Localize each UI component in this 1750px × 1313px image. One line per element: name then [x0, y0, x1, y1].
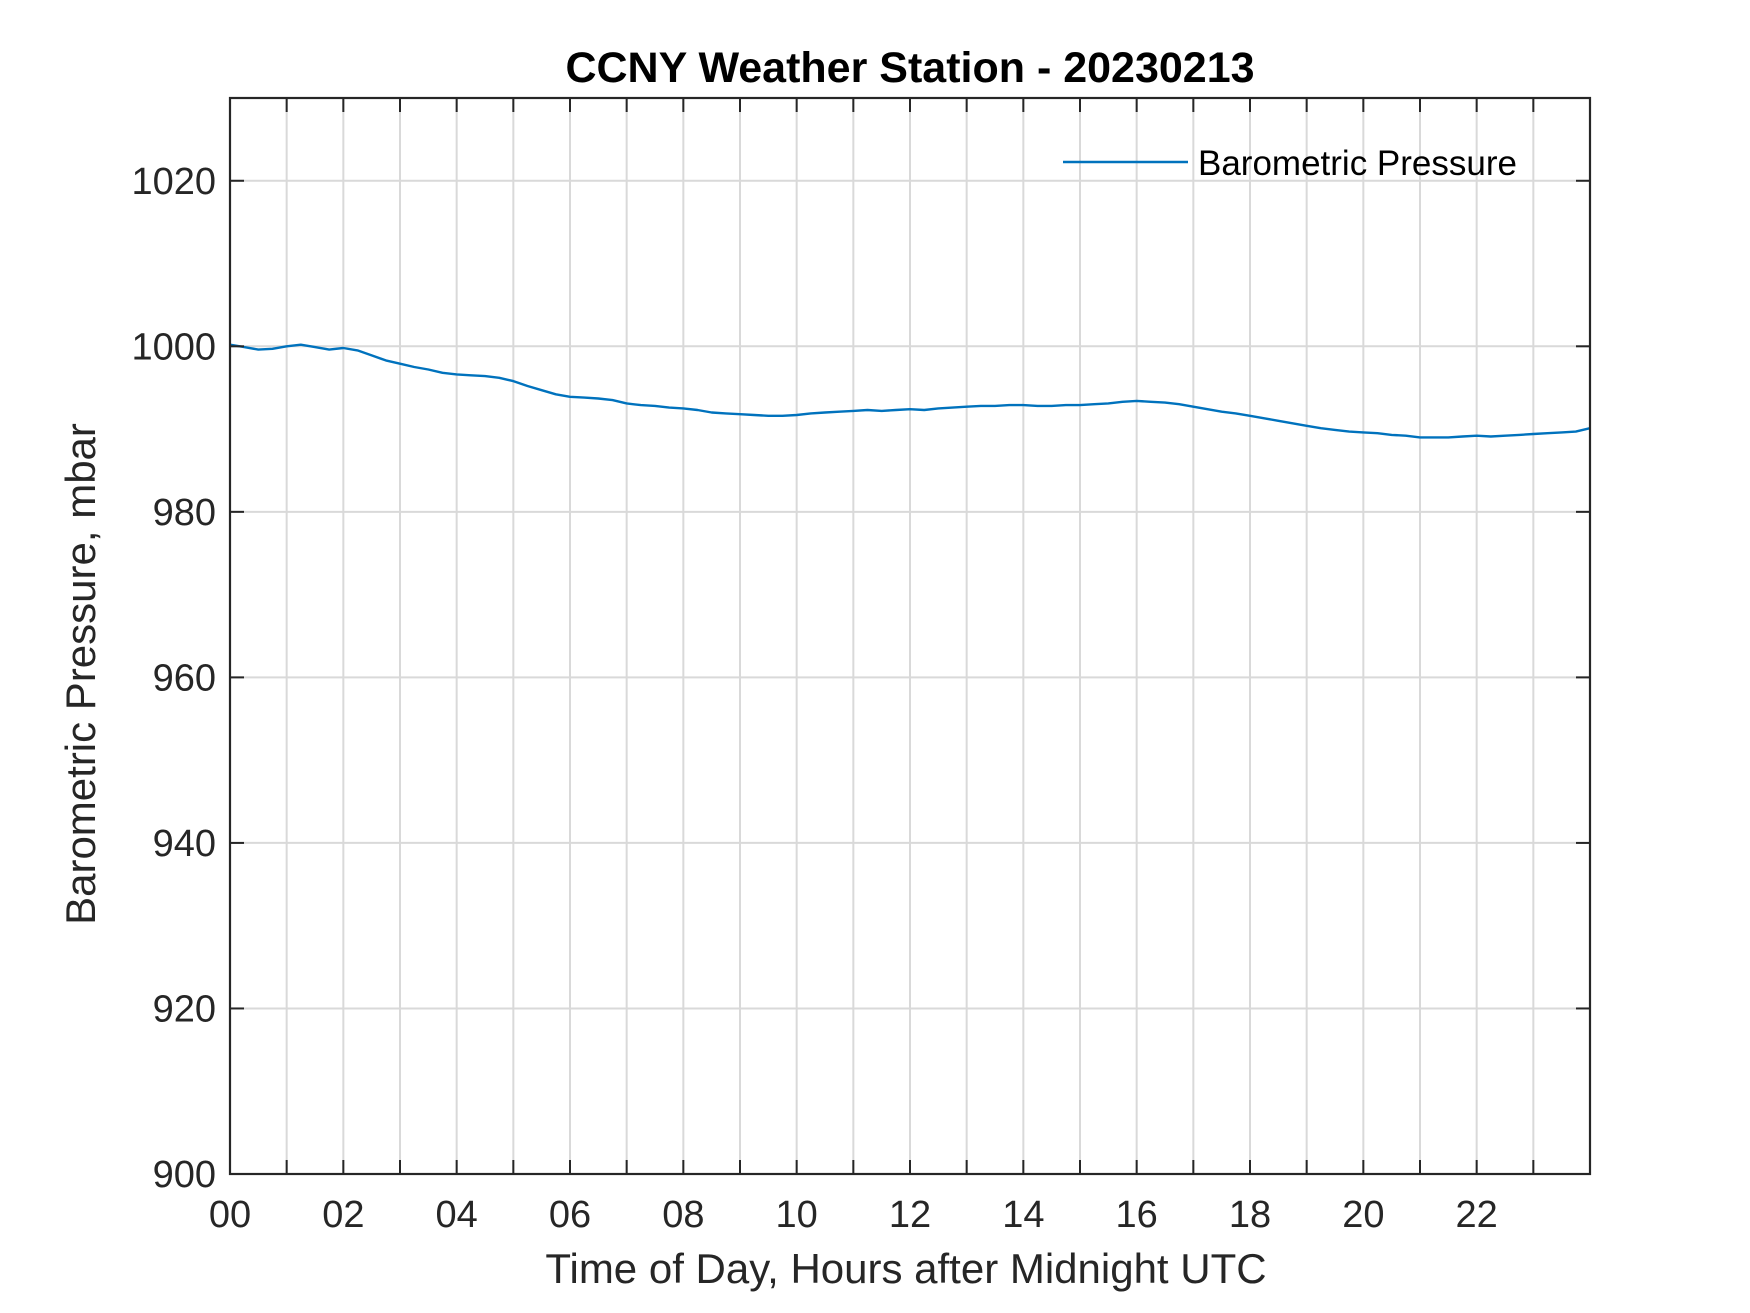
- y-axis-label: Barometric Pressure, mbar: [57, 423, 104, 925]
- series-line-barometric-pressure: [229, 343, 1591, 439]
- legend: Barometric Pressure: [1063, 144, 1517, 183]
- y-tick-label: 980: [153, 492, 216, 534]
- legend-label-barometric-pressure: Barometric Pressure: [1198, 144, 1517, 183]
- y-tick-label: 960: [153, 657, 216, 699]
- chart-title: CCNY Weather Station - 20230213: [565, 44, 1254, 92]
- y-tick-label: 1000: [131, 326, 216, 368]
- x-tick-label: 16: [1116, 1194, 1158, 1236]
- grid-lines: [230, 98, 1590, 1174]
- x-tick-label: 06: [549, 1194, 591, 1236]
- x-tick-label: 18: [1229, 1194, 1271, 1236]
- y-tick-label: 920: [153, 988, 216, 1030]
- x-tick-label: 14: [1002, 1194, 1044, 1236]
- axis-ticks: [230, 98, 1590, 1174]
- x-tick-label: 00: [209, 1194, 251, 1236]
- y-tick-labels: 900 920 940 960 980 1000 1020: [131, 161, 216, 1196]
- plot-area: [228, 96, 1592, 1176]
- x-tick-label: 10: [776, 1194, 818, 1236]
- x-tick-label: 08: [662, 1194, 704, 1236]
- y-tick-label: 900: [153, 1154, 216, 1196]
- y-tick-label: 1020: [131, 161, 216, 203]
- series-layer: [229, 343, 1591, 439]
- x-tick-labels: 00 02 04 06 08 10 12 14 16 18 20 22: [209, 1194, 1498, 1236]
- x-tick-label: 12: [889, 1194, 931, 1236]
- x-tick-label: 04: [436, 1194, 478, 1236]
- y-tick-label: 940: [153, 823, 216, 865]
- x-tick-label: 02: [322, 1194, 364, 1236]
- x-tick-label: 20: [1342, 1194, 1384, 1236]
- x-axis-label: Time of Day, Hours after Midnight UTC: [545, 1245, 1266, 1292]
- x-tick-label: 22: [1456, 1194, 1498, 1236]
